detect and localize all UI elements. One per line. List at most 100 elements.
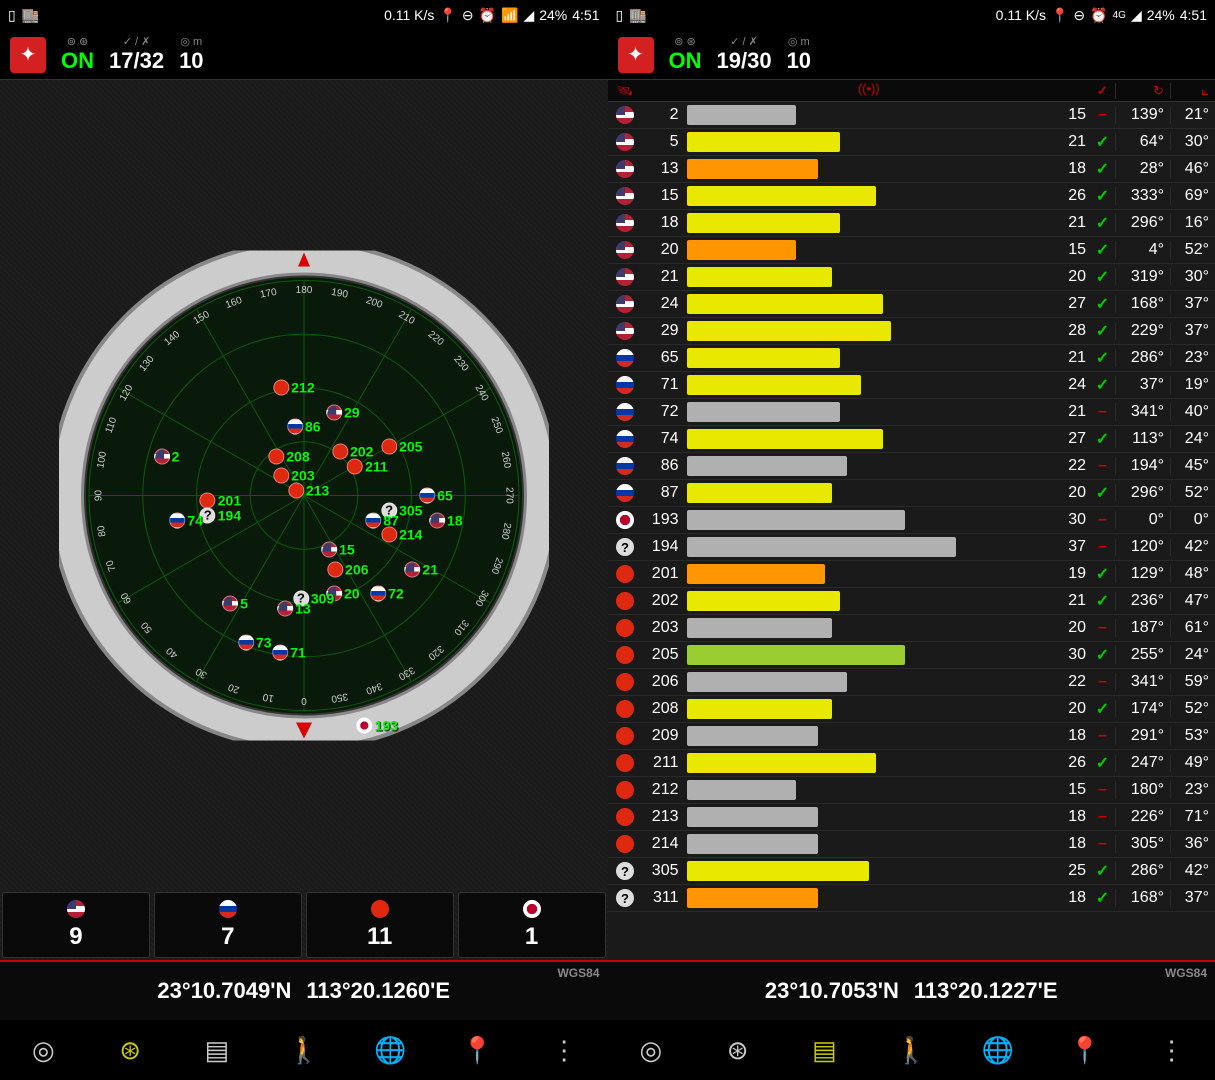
radar-satellite: ?194	[200, 507, 241, 523]
satellite-row[interactable]: 74 27 ✓ 113° 24°	[608, 426, 1215, 453]
nav-walk[interactable]: 🚶	[283, 1029, 325, 1071]
sat-snr-value: 25	[1055, 862, 1090, 880]
col-signal-icon: ((•))	[687, 81, 1052, 101]
sat-snr-value: 15	[1055, 106, 1090, 124]
constellation-counts: 97111	[0, 890, 608, 960]
sat-id: 86	[643, 457, 683, 475]
nav-globe[interactable]: 🌐	[977, 1029, 1019, 1071]
radar-satellite: 74	[169, 512, 203, 528]
radar-satellite: 205	[381, 439, 422, 455]
sat-snr-value: 18	[1055, 808, 1090, 826]
sat-fix-status: –	[1090, 835, 1115, 853]
radar-view[interactable]: 0102030405060708090100110120130140150160…	[0, 80, 608, 960]
sat-snr-bar	[687, 645, 1052, 665]
gps-status-icon: ⊚ ⊛	[67, 35, 89, 48]
constellation-count[interactable]: 7	[154, 892, 302, 958]
sat-azimuth: 4°	[1115, 241, 1170, 259]
satellite-row[interactable]: 202 21 ✓ 236° 47°	[608, 588, 1215, 615]
satellite-row[interactable]: 87 20 ✓ 296° 52°	[608, 480, 1215, 507]
sat-snr-value: 18	[1055, 160, 1090, 178]
satellite-row[interactable]: 2 15 – 139° 21°	[608, 102, 1215, 129]
satellite-row[interactable]: ? 194 37 – 120° 42°	[608, 534, 1215, 561]
nav-compass[interactable]: ◎	[22, 1029, 64, 1071]
radar-satellite: 2	[154, 448, 180, 464]
satellite-row[interactable]: 29 28 ✓ 229° 37°	[608, 318, 1215, 345]
sat-fix-status: ✓	[1090, 294, 1115, 314]
satellite-row[interactable]: 212 15 – 180° 23°	[608, 777, 1215, 804]
nav-satellites[interactable]: ▤	[196, 1029, 238, 1071]
satellite-row[interactable]: 203 20 – 187° 61°	[608, 615, 1215, 642]
satellite-row[interactable]: 71 24 ✓ 37° 19°	[608, 372, 1215, 399]
constellation-count[interactable]: 1	[458, 892, 606, 958]
coordinates-bar[interactable]: WGS84 23°10.7049'N 113°20.1260'E	[0, 960, 608, 1020]
nav-satellites[interactable]: ▤	[803, 1029, 845, 1071]
sat-azimuth: 333°	[1115, 187, 1170, 205]
sat-snr-value: 21	[1055, 592, 1090, 610]
sat-flag	[608, 592, 643, 610]
nav-radar[interactable]: ⊛	[109, 1029, 151, 1071]
sat-fix-status: ✓	[1090, 159, 1115, 179]
app-logo-icon[interactable]: ✦	[618, 37, 654, 73]
satellite-row[interactable]: 213 18 – 226° 71°	[608, 804, 1215, 831]
sat-flag	[608, 349, 643, 367]
constellation-count[interactable]: 11	[306, 892, 454, 958]
sat-snr-bar	[687, 537, 1052, 557]
sat-elevation: 61°	[1170, 619, 1215, 637]
sat-snr-bar	[687, 807, 1052, 827]
sat-fix-status: –	[1090, 727, 1115, 745]
satellite-row[interactable]: ? 311 18 ✓ 168° 37°	[608, 885, 1215, 912]
satellite-row[interactable]: 24 27 ✓ 168° 37°	[608, 291, 1215, 318]
satellite-row[interactable]: 211 26 ✓ 247° 49°	[608, 750, 1215, 777]
satellite-row[interactable]: 18 21 ✓ 296° 16°	[608, 210, 1215, 237]
nav-menu[interactable]: ⋮	[543, 1029, 585, 1071]
satellite-row[interactable]: 15 26 ✓ 333° 69°	[608, 183, 1215, 210]
sat-flag: ?	[608, 862, 643, 880]
sat-fix-status: ✓	[1090, 321, 1115, 341]
sat-flag	[608, 781, 643, 799]
sat-snr-value: 20	[1055, 484, 1090, 502]
constellation-count[interactable]: 9	[2, 892, 150, 958]
satellite-row[interactable]: 21 20 ✓ 319° 30°	[608, 264, 1215, 291]
satellite-row[interactable]: 193 30 – 0° 0°	[608, 507, 1215, 534]
nav-globe[interactable]: 🌐	[370, 1029, 412, 1071]
radar-satellite: 193	[357, 718, 398, 734]
nav-compass[interactable]: ◎	[630, 1029, 672, 1071]
sat-id: 208	[643, 700, 683, 718]
sat-flag	[608, 484, 643, 502]
sat-flag	[608, 106, 643, 124]
satellite-row[interactable]: 205 30 ✓ 255° 24°	[608, 642, 1215, 669]
sat-fix-status: –	[1090, 511, 1115, 529]
nav-menu[interactable]: ⋮	[1151, 1029, 1193, 1071]
satellite-row[interactable]: 5 21 ✓ 64° 30°	[608, 129, 1215, 156]
app-logo-icon[interactable]: ✦	[10, 37, 46, 73]
nav-walk[interactable]: 🚶	[890, 1029, 932, 1071]
sat-flag	[608, 214, 643, 232]
satellite-row[interactable]: 13 18 ✓ 28° 46°	[608, 156, 1215, 183]
sat-id: 20	[643, 241, 683, 259]
sat-id: 203	[643, 619, 683, 637]
satellite-list-view[interactable]: 🛰 ((•)) ✓ ↻ ⟀ 2 15 – 139° 21° 5 21 ✓ 64°…	[608, 80, 1215, 960]
coordinates-bar[interactable]: WGS84 23°10.7053'N 113°20.1227'E	[608, 960, 1215, 1020]
satellite-row[interactable]: 65 21 ✓ 286° 23°	[608, 345, 1215, 372]
satellite-row[interactable]: 208 20 ✓ 174° 52°	[608, 696, 1215, 723]
nav-marker[interactable]: 📍	[456, 1029, 498, 1071]
sat-azimuth: 120°	[1115, 538, 1170, 556]
radar-satellite: 206	[327, 561, 368, 577]
satellite-row[interactable]: 209 18 – 291° 53°	[608, 723, 1215, 750]
sat-snr-value: 27	[1055, 295, 1090, 313]
satellite-row[interactable]: ? 305 25 ✓ 286° 42°	[608, 858, 1215, 885]
satellite-row[interactable]: 20 15 ✓ 4° 52°	[608, 237, 1215, 264]
satellite-row[interactable]: 72 21 – 341° 40°	[608, 399, 1215, 426]
sat-flag	[608, 565, 643, 583]
nav-radar[interactable]: ⊛	[717, 1029, 759, 1071]
satellite-row[interactable]: 206 22 – 341° 59°	[608, 669, 1215, 696]
sat-snr-bar	[687, 699, 1052, 719]
nav-marker[interactable]: 📍	[1064, 1029, 1106, 1071]
sat-snr-bar	[687, 483, 1052, 503]
sat-elevation: 37°	[1170, 295, 1215, 313]
satellite-row[interactable]: 86 22 – 194° 45°	[608, 453, 1215, 480]
satellite-row[interactable]: 201 19 ✓ 129° 48°	[608, 561, 1215, 588]
satellite-row[interactable]: 214 18 – 305° 36°	[608, 831, 1215, 858]
phone-icon: ▯	[8, 7, 16, 24]
radar-satellite: 213	[288, 483, 329, 499]
